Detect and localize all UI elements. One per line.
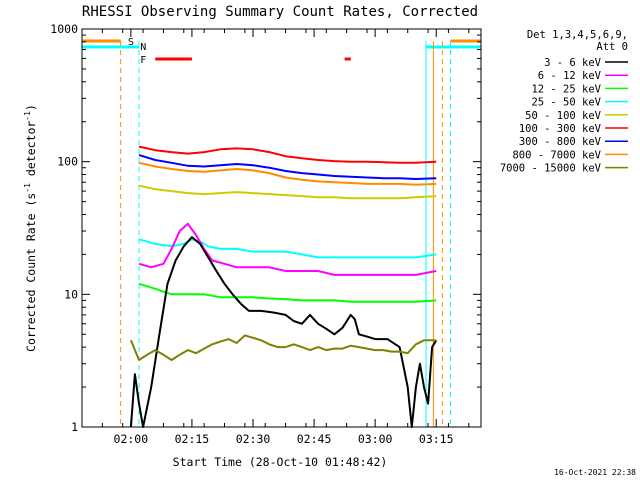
legend-label: 25 - 50 keV <box>531 97 601 109</box>
legend-label: 50 - 100 keV <box>525 110 602 122</box>
flag-label-night: N <box>140 42 146 53</box>
series-line-800-7000-kev <box>138 161 437 186</box>
legend-label: 100 - 300 keV <box>519 123 602 135</box>
legend-header-detectors: Det 1,3,4,5,6,9, <box>527 29 628 41</box>
generation-timestamp: 16-Oct-2021 22:38 <box>554 468 636 477</box>
y-tick-label: 100 <box>57 155 78 169</box>
y-tick-label: 1 <box>71 420 78 434</box>
y-tick-label: 1000 <box>50 22 78 36</box>
x-axis-label: Start Time (28-Oct-10 01:48:42) <box>173 455 388 469</box>
plot-frame <box>81 28 482 428</box>
legend-label: 3 - 6 keV <box>544 57 602 69</box>
legend-label: 7000 - 15000 keV <box>500 163 602 175</box>
x-tick-label: 02:45 <box>297 432 332 446</box>
series-line-12-25-kev <box>138 282 437 303</box>
axis-ticks: 02:00 02:15 02:30 02:45 03:00 03:15 1 10 100 1000 <box>50 22 481 446</box>
legend-label: 6 - 12 keV <box>538 70 602 82</box>
series-line-3-6-kev <box>129 236 438 428</box>
flag-label-saa: S <box>128 37 134 48</box>
x-tick-label: 02:15 <box>175 432 210 446</box>
series-line-6-12-kev <box>138 222 437 276</box>
series-line-7000-15000-kev <box>129 334 437 361</box>
x-tick-label: 03:15 <box>419 432 454 446</box>
x-tick-label: 02:30 <box>236 432 271 446</box>
legend-label: 12 - 25 keV <box>531 83 601 95</box>
chart-title: RHESSI Observing Summary Count Rates, Co… <box>82 4 478 20</box>
y-tick-label: 10 <box>64 287 78 301</box>
legend-label: 800 - 7000 keV <box>512 149 601 161</box>
series-layer <box>129 145 438 428</box>
legend-header-attenuator: Att 0 <box>596 41 628 53</box>
y-axis-label: Corrected Count Rate (s-1 detector-1) <box>23 104 38 352</box>
x-tick-label: 02:00 <box>114 432 149 446</box>
flag-lines: S NF <box>82 37 481 427</box>
series-line-100-300-kev <box>138 145 437 164</box>
legend-label: 300 - 800 keV <box>519 136 602 148</box>
series-line-50-100-kev <box>138 184 437 200</box>
flag-label-flare: F <box>140 55 146 66</box>
x-tick-label: 03:00 <box>358 432 393 446</box>
series-line-300-800-kev <box>138 154 437 180</box>
